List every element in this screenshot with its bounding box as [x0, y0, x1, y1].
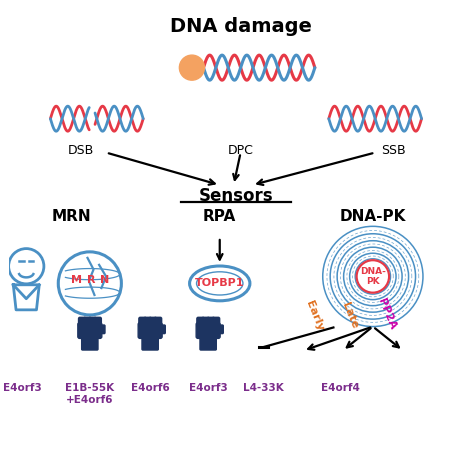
FancyBboxPatch shape — [138, 323, 162, 338]
FancyBboxPatch shape — [155, 317, 162, 327]
Text: TOPBP1: TOPBP1 — [195, 278, 245, 288]
FancyBboxPatch shape — [202, 317, 210, 327]
Text: E4orf3: E4orf3 — [3, 383, 42, 393]
Text: R: R — [86, 275, 95, 285]
Text: E4orf6: E4orf6 — [131, 383, 170, 393]
Text: M: M — [71, 275, 82, 285]
FancyBboxPatch shape — [89, 317, 96, 327]
FancyBboxPatch shape — [144, 317, 151, 327]
Text: DNA damage: DNA damage — [170, 17, 311, 36]
Text: Sensors: Sensors — [199, 187, 273, 205]
FancyBboxPatch shape — [79, 317, 86, 327]
FancyBboxPatch shape — [98, 325, 105, 334]
Text: N: N — [100, 275, 109, 285]
FancyBboxPatch shape — [82, 335, 98, 350]
Text: E4orf4: E4orf4 — [321, 383, 360, 393]
FancyBboxPatch shape — [149, 317, 156, 327]
Text: E4orf3: E4orf3 — [189, 383, 228, 393]
FancyBboxPatch shape — [78, 323, 102, 338]
Text: RPA: RPA — [203, 209, 237, 224]
Text: DNA-PK: DNA-PK — [340, 209, 406, 224]
FancyBboxPatch shape — [142, 335, 158, 350]
Text: L4-33K: L4-33K — [244, 383, 284, 393]
FancyBboxPatch shape — [139, 317, 146, 327]
Text: DPC: DPC — [228, 144, 254, 157]
Text: SSB: SSB — [382, 144, 406, 157]
FancyBboxPatch shape — [212, 317, 219, 327]
FancyBboxPatch shape — [197, 317, 204, 327]
Text: MRN: MRN — [52, 209, 91, 224]
Circle shape — [356, 260, 389, 292]
Text: DSB: DSB — [67, 144, 94, 157]
FancyBboxPatch shape — [200, 335, 216, 350]
Text: PP2A: PP2A — [376, 297, 398, 330]
FancyBboxPatch shape — [94, 317, 101, 327]
FancyBboxPatch shape — [196, 323, 220, 338]
Text: E1B-55K
+E4orf6: E1B-55K +E4orf6 — [65, 383, 114, 405]
FancyBboxPatch shape — [158, 325, 165, 334]
Text: DNA-
PK: DNA- PK — [360, 267, 386, 286]
Text: Early: Early — [304, 300, 326, 332]
Circle shape — [179, 55, 204, 80]
FancyBboxPatch shape — [216, 325, 223, 334]
FancyBboxPatch shape — [207, 317, 215, 327]
FancyBboxPatch shape — [84, 317, 91, 327]
Text: Late: Late — [340, 301, 359, 330]
